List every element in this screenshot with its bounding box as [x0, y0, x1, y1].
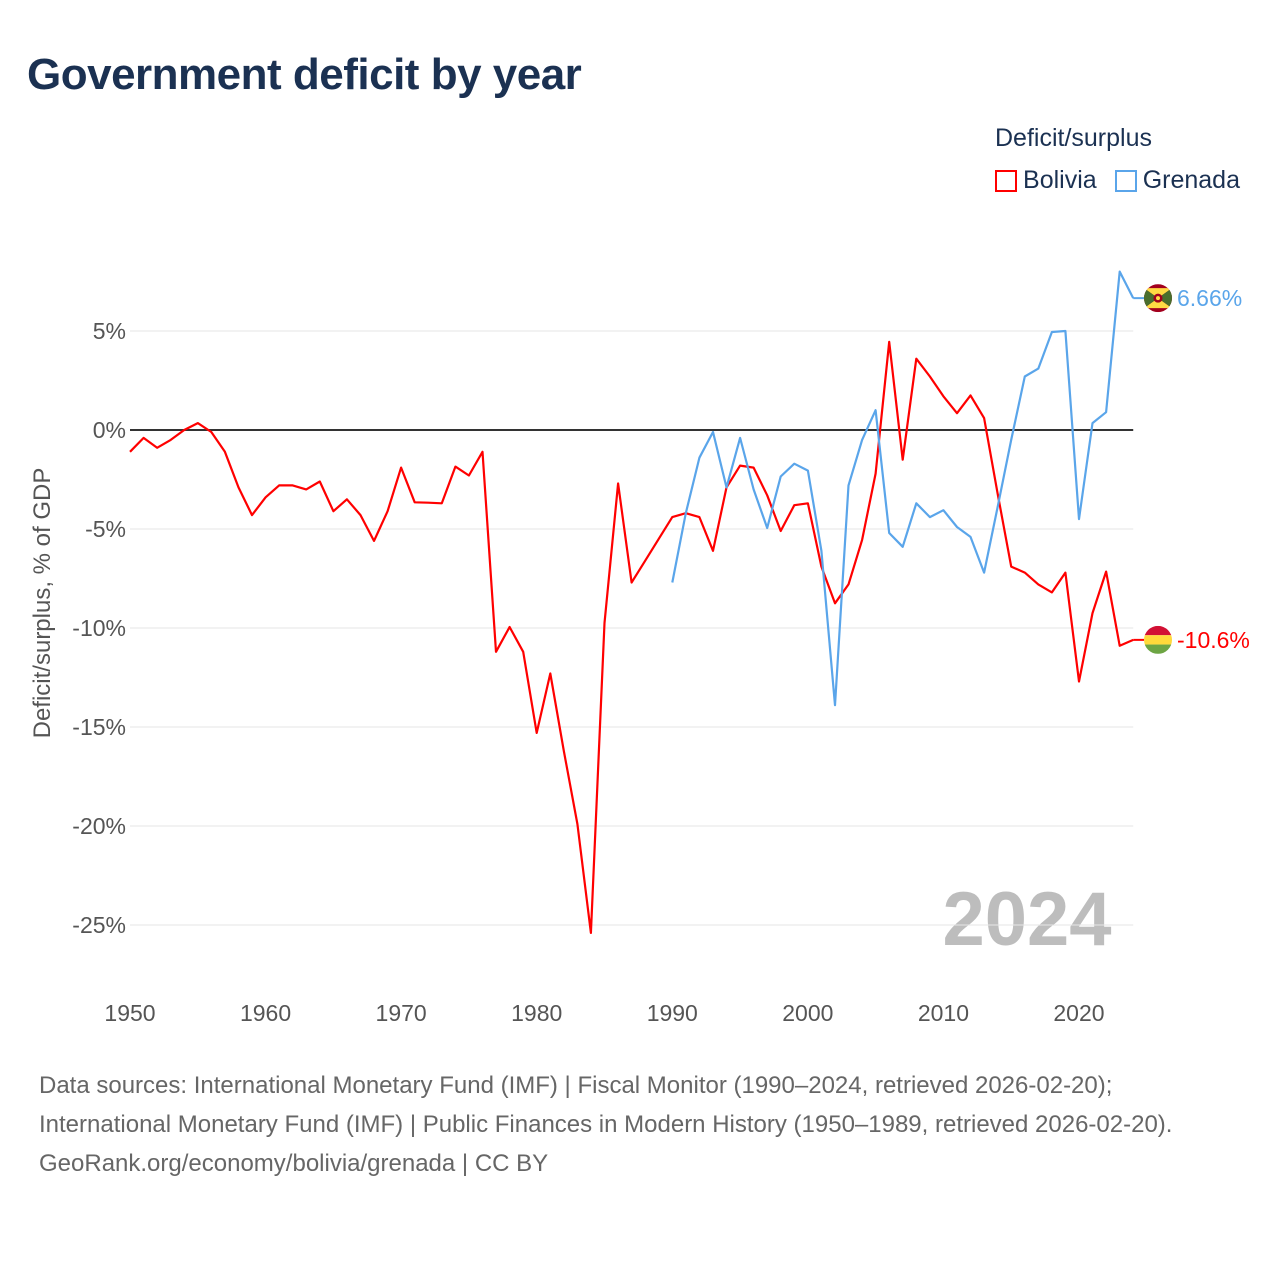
x-tick-label: 1990 [647, 1000, 698, 1026]
legend-item-grenada[interactable]: Grenada [1114, 166, 1240, 195]
grenada-flag-icon [1144, 284, 1172, 313]
x-tick-label: 2010 [918, 1000, 969, 1026]
y-tick-label: 0% [93, 417, 126, 443]
footer: Data sources: International Monetary Fun… [39, 1066, 1239, 1183]
flag-body [1144, 625, 1172, 654]
y-axis-label: Deficit/surplus, % of GDP [29, 468, 56, 739]
legend-label-grenada: Grenada [1142, 166, 1240, 194]
legend-item-bolivia[interactable]: Bolivia [995, 166, 1097, 195]
y-tick-label: -25% [72, 912, 126, 938]
year-watermark: 2024 [942, 877, 1111, 962]
y-tick-label: -10% [72, 615, 126, 641]
series-line-grenada [671, 270, 1135, 707]
x-tick-label: 1970 [376, 1000, 427, 1026]
flag-stripe-yellow [1144, 635, 1172, 645]
flag-stripe-green [1144, 644, 1172, 654]
flag-top-triangle [1144, 288, 1172, 299]
y-tick-label: -15% [72, 714, 126, 740]
end-value-label-grenada: 6.66% [1177, 285, 1242, 311]
flag-star [1156, 296, 1160, 301]
end-value-label-bolivia: -10.6% [1177, 627, 1250, 653]
flag-right-triangle [1158, 288, 1172, 309]
legend-title: Deficit/surplus [995, 124, 1152, 152]
data-sources: Data sources: International Monetary Fun… [39, 1072, 1173, 1138]
credit-link[interactable]: GeoRank.org/economy/bolivia/grenada | CC… [39, 1150, 549, 1177]
x-tick-label: 1980 [511, 1000, 562, 1026]
y-tick-label: 5% [93, 318, 126, 344]
flag-bottom-triangle [1144, 298, 1172, 309]
flag-left-triangle [1144, 288, 1158, 309]
legend: Bolivia Grenada [995, 166, 1240, 195]
bolivia-flag-icon [1144, 625, 1172, 654]
x-tick-label: 2000 [782, 1000, 833, 1026]
line-chart: 2024 Deficit/surplus, % of GDP 5% 0% -5% -1… [29, 270, 1250, 1026]
series-line-bolivia [129, 340, 1134, 935]
chart-title: Government deficit by year [27, 50, 582, 99]
legend-swatch-grenada [1114, 169, 1137, 192]
legend-swatch-bolivia [995, 169, 1018, 192]
x-tick-label: 2020 [1053, 1000, 1104, 1026]
flag-body [1144, 284, 1172, 313]
y-tick-label: -5% [85, 516, 126, 542]
x-tick-label: 1950 [104, 1000, 155, 1026]
x-tick-label: 1960 [240, 1000, 291, 1026]
flag-stripe-red [1144, 625, 1172, 636]
legend-label-bolivia: Bolivia [1023, 166, 1097, 194]
y-tick-label: -20% [72, 813, 126, 839]
